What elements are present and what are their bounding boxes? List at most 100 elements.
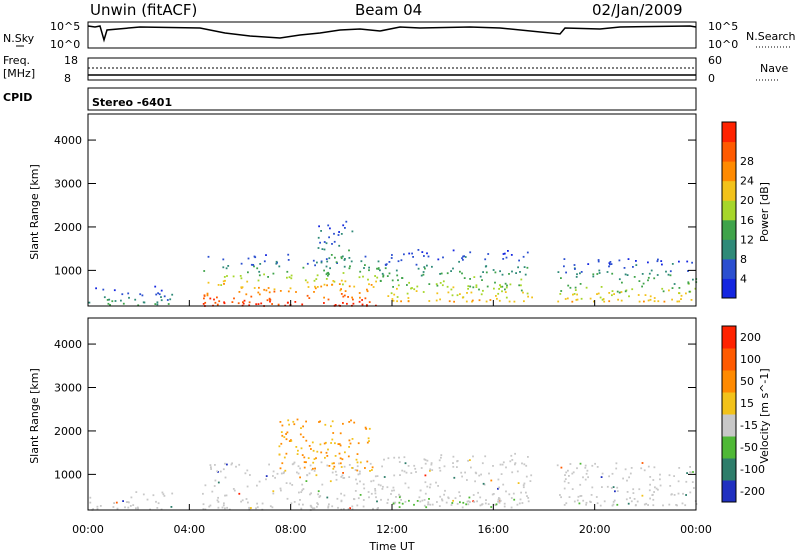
data-cell — [560, 466, 563, 469]
freq-panel-frame — [87, 57, 697, 81]
data-cell — [692, 471, 694, 473]
colorbar-segment — [722, 436, 736, 459]
data-cell — [600, 286, 603, 288]
data-cell — [684, 504, 687, 507]
data-cell — [336, 262, 338, 264]
data-cell — [651, 493, 654, 496]
data-cell — [668, 289, 670, 292]
data-cell — [689, 471, 691, 474]
data-cell — [232, 488, 235, 490]
data-cell — [156, 507, 159, 509]
data-cell — [414, 467, 417, 470]
data-cell — [392, 502, 395, 505]
data-cell — [692, 278, 694, 281]
data-cell — [678, 300, 681, 303]
data-cell — [523, 463, 526, 466]
data-cell — [686, 472, 688, 474]
data-cell — [423, 504, 426, 507]
data-cell — [459, 270, 461, 273]
data-cell — [467, 503, 470, 506]
data-cell — [565, 471, 568, 474]
data-cell — [342, 295, 345, 298]
data-cell — [241, 286, 244, 289]
data-cell — [522, 486, 525, 489]
cpid-label: CPID — [3, 91, 32, 104]
data-cell — [316, 274, 319, 277]
data-cell — [241, 499, 244, 502]
data-cell — [563, 504, 566, 506]
data-cell — [401, 469, 404, 472]
data-cell — [467, 500, 470, 503]
data-cell — [691, 261, 693, 264]
data-cell — [520, 278, 523, 281]
data-cell — [685, 292, 687, 295]
data-cell — [443, 465, 446, 468]
data-cell — [383, 458, 385, 461]
data-cell — [576, 298, 579, 301]
data-cell — [328, 236, 330, 239]
data-cell — [439, 469, 442, 472]
data-cell — [678, 287, 681, 289]
data-cell — [279, 290, 282, 292]
data-cell — [499, 463, 502, 466]
data-cell — [469, 501, 471, 503]
nave-label: Nave — [760, 62, 788, 75]
data-cell — [441, 498, 443, 501]
data-cell — [157, 502, 160, 505]
data-cell — [303, 461, 306, 463]
data-cell — [333, 462, 335, 465]
data-cell — [307, 286, 310, 288]
data-cell — [366, 288, 368, 291]
data-cell — [632, 488, 635, 491]
data-cell — [464, 471, 466, 474]
data-cell — [222, 266, 225, 269]
data-cell — [653, 466, 656, 469]
data-cell — [652, 498, 655, 501]
data-cell — [428, 498, 430, 500]
data-cell — [393, 293, 396, 296]
data-cell — [372, 286, 375, 288]
data-cell — [89, 501, 92, 504]
y-tick-label: 3000 — [54, 382, 82, 395]
nsky-tick-bottom: 10^0 — [50, 38, 80, 51]
data-cell — [333, 465, 336, 468]
data-cell — [603, 300, 606, 303]
data-cell — [502, 461, 505, 464]
data-cell — [691, 481, 694, 483]
data-cell — [333, 280, 336, 283]
data-cell — [638, 488, 641, 491]
data-cell — [329, 267, 331, 270]
data-cell — [448, 300, 451, 303]
data-cell — [356, 482, 359, 485]
data-cell — [393, 456, 396, 459]
data-cell — [487, 253, 490, 255]
data-cell — [510, 254, 513, 256]
data-cell — [316, 502, 319, 504]
data-cell — [301, 303, 304, 306]
data-cell — [350, 419, 352, 422]
data-cell — [379, 484, 382, 487]
data-cell — [523, 300, 525, 303]
data-cell — [375, 496, 377, 499]
data-cell — [526, 292, 529, 295]
data-cell — [337, 443, 340, 445]
data-cell — [601, 472, 604, 475]
nsearch-tick-bottom: 10^0 — [708, 38, 738, 51]
data-cell — [320, 451, 323, 454]
data-cell — [137, 304, 140, 307]
data-cell — [654, 486, 656, 489]
data-cell — [326, 260, 329, 263]
data-cell — [265, 475, 268, 477]
data-cell — [617, 298, 619, 301]
data-cell — [601, 486, 603, 488]
data-cell — [456, 294, 459, 297]
data-cell — [497, 478, 500, 481]
data-cell — [563, 480, 566, 483]
data-cell — [416, 285, 419, 288]
data-cell — [170, 506, 173, 508]
data-cell — [500, 473, 503, 475]
colorbar-tick-label: 16 — [740, 214, 754, 227]
data-cell — [356, 465, 359, 468]
data-cell — [386, 486, 389, 489]
data-cell — [514, 463, 516, 466]
